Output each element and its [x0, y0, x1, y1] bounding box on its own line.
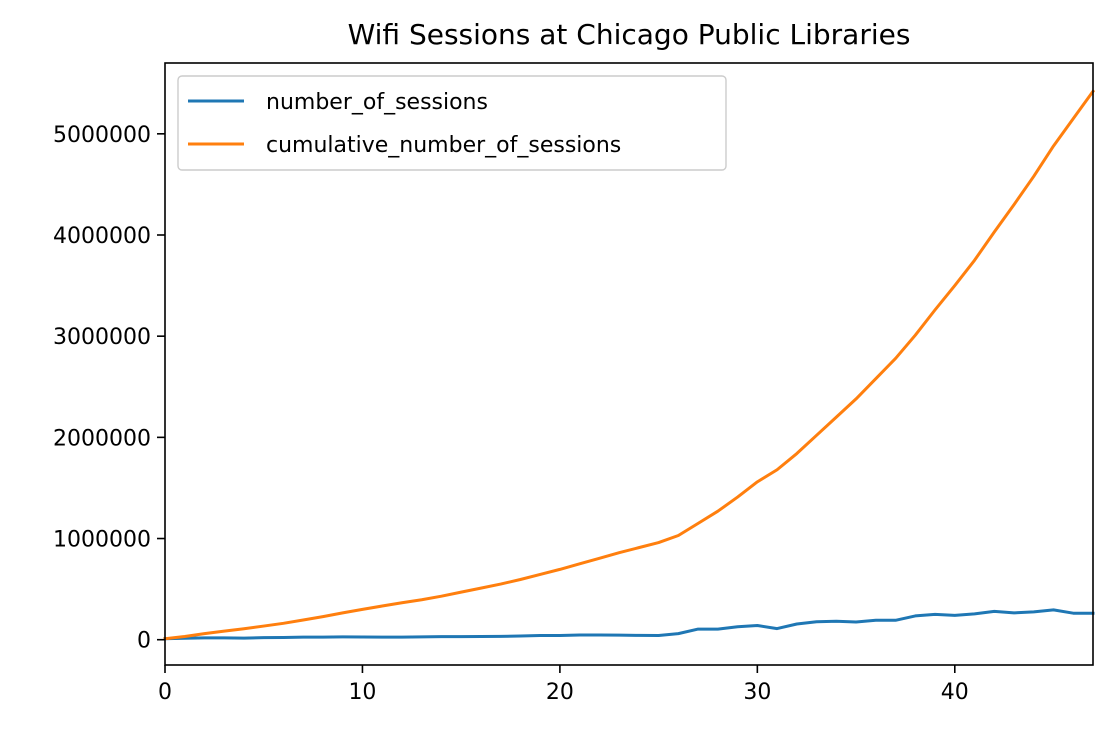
x-tick-label: 40 — [941, 680, 969, 705]
x-tick-label: 30 — [743, 680, 771, 705]
x-axis: 0 10 20 30 40 — [158, 665, 969, 705]
y-tick-label: 4000000 — [53, 224, 151, 249]
legend-frame — [177, 75, 727, 171]
y-tick-label: 5000000 — [53, 123, 151, 148]
chart-title: Wifi Sessions at Chicago Public Librarie… — [348, 18, 911, 51]
legend: number_of_sessions cumulative_number_of_… — [177, 75, 727, 171]
y-tick-label: 0 — [137, 629, 151, 654]
y-axis: 0 1000000 2000000 3000000 4000000 5000000 — [53, 123, 165, 654]
x-tick-label: 20 — [546, 680, 574, 705]
legend-label-cumulative-number-of-sessions: cumulative_number_of_sessions — [266, 133, 621, 158]
series-layer — [163, 89, 1096, 641]
series-line-number-of-sessions — [163, 608, 1095, 641]
series-line-cumulative-number-of-sessions — [163, 89, 1096, 641]
y-tick-label: 1000000 — [53, 528, 151, 553]
plot-area-frame — [164, 62, 1094, 666]
x-tick-label: 0 — [158, 680, 172, 705]
x-tick-label: 10 — [348, 680, 376, 705]
y-tick-label: 2000000 — [53, 426, 151, 451]
y-tick-label: 3000000 — [53, 325, 151, 350]
legend-label-number-of-sessions: number_of_sessions — [266, 90, 488, 115]
